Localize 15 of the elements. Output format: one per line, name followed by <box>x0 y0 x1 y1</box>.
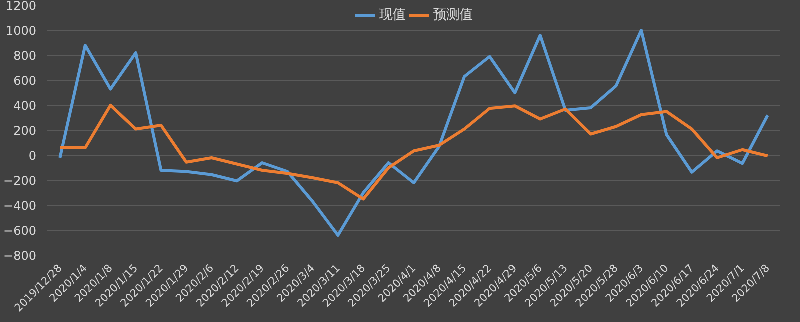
legend-label: 现值 <box>380 7 406 24</box>
y-tick-label: −600 <box>4 224 37 238</box>
y-tick-label: 0 <box>28 149 37 163</box>
y-tick-label: 1200 <box>6 0 37 13</box>
line-series <box>58 104 770 201</box>
y-tick-label: 600 <box>14 74 36 88</box>
y-tick-label: 400 <box>14 99 36 113</box>
legend-label: 预测值 <box>434 7 472 24</box>
y-tick-label: 200 <box>14 124 36 138</box>
y-tick-label: −400 <box>4 199 37 213</box>
y-tick-label: 1000 <box>6 24 37 38</box>
y-tick-label: −200 <box>4 174 37 188</box>
y-tick-label: 800 <box>14 49 36 63</box>
y-tick-label: −800 <box>4 249 37 263</box>
line-series <box>58 29 770 237</box>
